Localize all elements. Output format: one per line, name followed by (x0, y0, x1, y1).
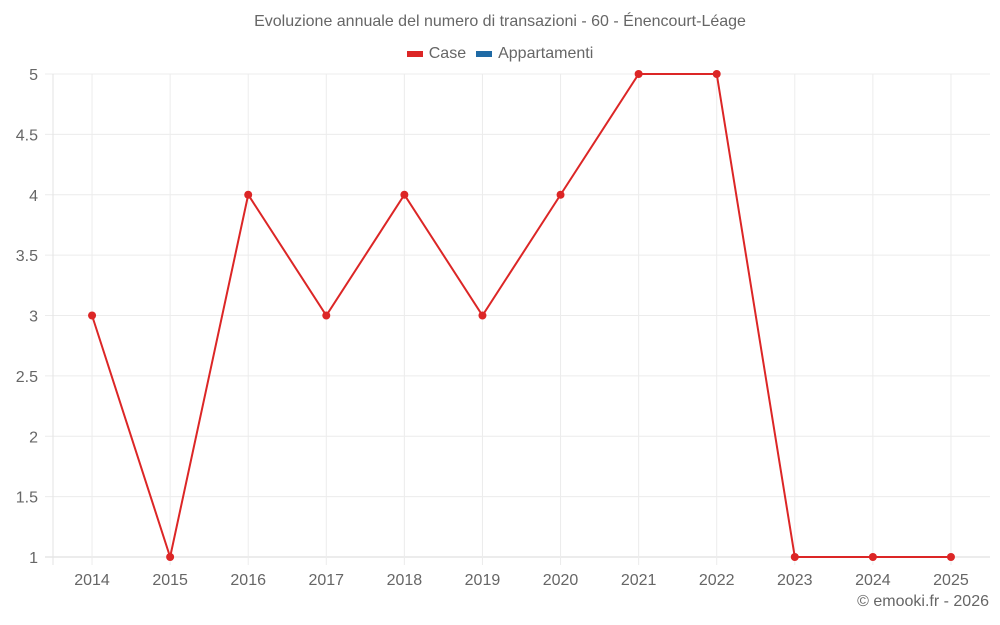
y-tick-label: 2 (29, 429, 38, 446)
legend-swatch-appartamenti (476, 51, 493, 57)
data-point[interactable] (400, 190, 409, 199)
x-tick-label: 2014 (74, 572, 110, 589)
y-axis: 1 1.5 2 2.5 3 3.5 4 4.5 5 (16, 67, 38, 567)
data-point[interactable] (88, 311, 97, 320)
data-point[interactable] (790, 553, 799, 561)
data-point[interactable] (244, 190, 253, 199)
data-point[interactable] (868, 553, 877, 561)
legend-label-appartamenti: Appartamenti (498, 45, 594, 62)
x-tick-label: 2021 (621, 572, 657, 589)
y-tick-label: 1 (29, 550, 38, 567)
x-tick-label: 2024 (855, 572, 891, 589)
data-point[interactable] (556, 190, 565, 199)
credit-text: © emooki.fr - 2026 (857, 593, 989, 610)
data-point[interactable] (712, 70, 721, 78)
y-tick-label: 3 (29, 309, 38, 326)
legend: Case Appartamenti (0, 45, 1000, 63)
x-tick-label: 2025 (933, 572, 969, 589)
series-case (88, 70, 955, 561)
data-point[interactable] (166, 553, 175, 561)
legend-item-case[interactable]: Case (406, 45, 467, 63)
data-point[interactable] (478, 311, 487, 320)
data-point[interactable] (634, 70, 643, 78)
x-tick-label: 2023 (777, 572, 813, 589)
x-tick-label: 2017 (308, 572, 344, 589)
y-tick-label: 4 (29, 188, 38, 205)
y-tick-label: 4.5 (16, 127, 38, 144)
chart-title: Evoluzione annuale del numero di transaz… (254, 13, 746, 30)
y-tick-label: 2.5 (16, 369, 38, 386)
x-tick-label: 2015 (152, 572, 188, 589)
y-tick-label: 5 (29, 67, 38, 84)
x-tick-label: 2020 (543, 572, 579, 589)
x-tick-label: 2019 (465, 572, 501, 589)
x-tick-label: 2022 (699, 572, 735, 589)
data-point[interactable] (946, 553, 955, 561)
grid-lines (45, 73, 990, 565)
legend-item-appartamenti[interactable]: Appartamenti (476, 45, 593, 63)
legend-label-case: Case (428, 45, 467, 62)
x-tick-label: 2016 (230, 572, 266, 589)
x-tick-label: 2018 (387, 572, 423, 589)
y-tick-label: 3.5 (16, 248, 38, 265)
legend-swatch-case (406, 51, 423, 57)
data-point[interactable] (322, 311, 331, 320)
y-tick-label: 1.5 (16, 490, 38, 507)
x-axis: 2014 2015 2016 2017 2018 2019 2020 2021 2022 2023… (74, 572, 969, 589)
